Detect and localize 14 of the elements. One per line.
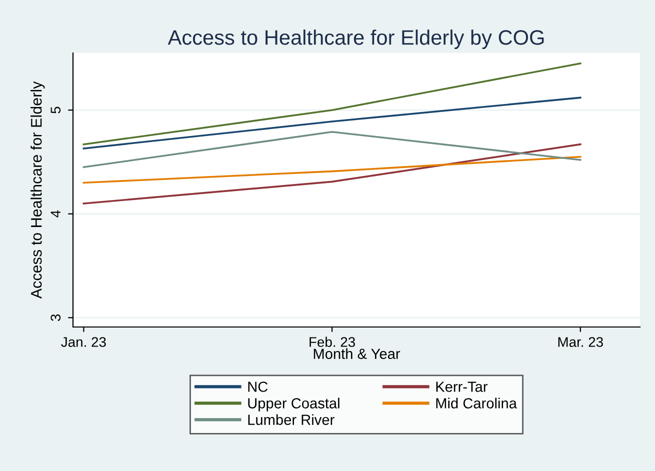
y-axis-title: Access to Healthcare for Elderly — [30, 81, 45, 299]
x-tick-label: Feb. 23 — [310, 336, 355, 347]
y-tick-label: 4 — [50, 210, 60, 218]
chart-title: Access to Healthcare for Elderly by COG — [168, 30, 544, 49]
legend-label: NC — [248, 382, 268, 392]
y-tick-label: 5 — [50, 106, 61, 114]
legend-label: Upper Coastal — [248, 398, 340, 412]
y-tick-label: 3 — [50, 314, 61, 321]
legend-label: Mid Carolina — [436, 398, 517, 408]
legend-label: Lumber River — [248, 414, 334, 425]
x-tick-label: Jan. 23 — [61, 337, 106, 347]
x-axis-title: Month & Year — [314, 348, 400, 359]
legend-label: Kerr-Tar — [436, 382, 488, 392]
x-tick-label: Mar. 23 — [558, 337, 603, 347]
